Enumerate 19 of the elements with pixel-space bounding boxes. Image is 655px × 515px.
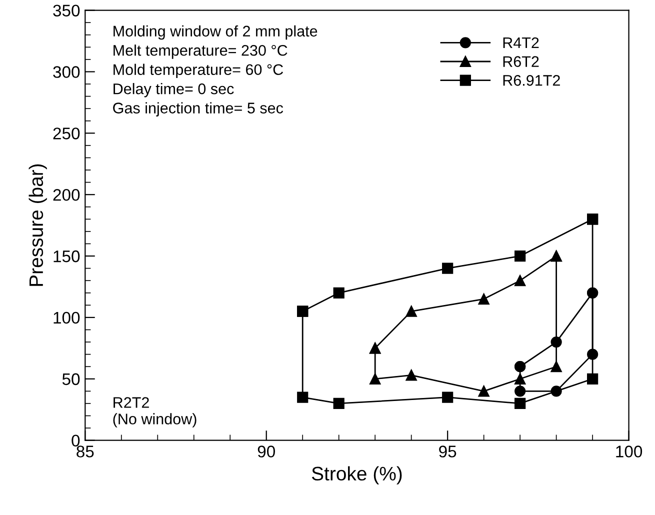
y-tick-label: 150 [54,250,80,262]
y-tick-label: 100 [54,312,80,324]
annotation: Molding window of 2 mm plate Melt temperature= 230 °C Mold temperature= 60 °C Delay time= 0 sec Gas injection time= 5 sec [113,25,318,116]
legend-label: R6.91T2 [503,75,560,86]
x-axis-title: Stroke (%) [312,466,402,484]
legend-label: R4T2 [503,37,539,48]
x-tick-label: 95 [439,446,456,458]
x-tick-label: 85 [76,446,94,458]
y-tick-label: 0 [72,434,80,447]
x-tick-label: 90 [258,446,275,458]
x-tick-label: 100 [616,446,642,458]
y-tick-label: 200 [53,188,80,201]
y-tick-label: 250 [53,128,80,140]
y-tick-label: 300 [53,66,80,78]
y-tick-label: 350 [53,4,80,17]
annotation: R2T2 (No window) [113,397,196,428]
y-tick-label: 50 [62,373,80,386]
legend-label: R6T2 [503,56,539,67]
y-axis-title: Pressure (bar) [28,164,47,286]
